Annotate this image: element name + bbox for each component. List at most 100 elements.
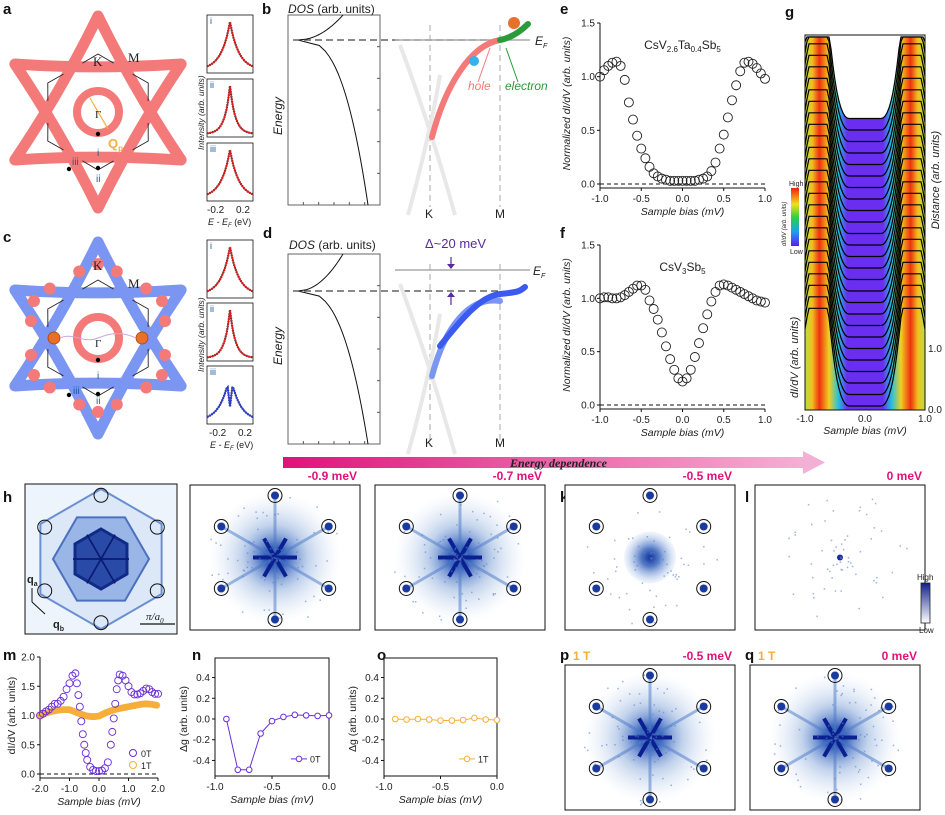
fft-noise-speck: [646, 536, 649, 538]
fft-noise-speck: [477, 542, 480, 544]
x-tick-label: -0.5: [633, 194, 651, 205]
title-subscript: 5: [701, 267, 706, 276]
chart-e: -1.0 -0.5 0.0 0.5 1.0 0.0 0.5 1.0 1.5 Sample bias…: [561, 19, 772, 219]
bragg-peak-circle: [696, 699, 712, 714]
fft-panel-p: -0.5 meV 1 T: [564, 649, 736, 811]
inset-xlabel: E - EF (eV): [210, 440, 253, 452]
fft-noise-speck: [418, 576, 420, 578]
fft-noise-speck: [446, 551, 449, 553]
fft-noise-speck: [834, 722, 836, 725]
fft-noise-speck: [242, 575, 244, 578]
waterfall-trace: [804, 284, 926, 384]
y-axis-label: Δg (arb. units): [178, 686, 190, 752]
fft-noise-speck: [836, 690, 838, 692]
bragg-peak: [777, 702, 786, 711]
qb-arrow-icon: [31, 601, 46, 615]
panel-d-labels: DOS (arb. units) Energy EF K M Δ~20 meV: [271, 236, 546, 450]
fft-noise-speck: [878, 709, 880, 712]
inset-fit-curve: [206, 309, 254, 359]
inset-xtick: 0.2: [236, 205, 250, 216]
fft-noise-speck: [465, 607, 467, 610]
fft-noise-speck: [658, 710, 661, 712]
x-axis-label: Sample bias (mV): [641, 427, 724, 439]
fft-noise-speck: [628, 608, 631, 611]
fft-noise-speck: [618, 755, 620, 758]
fermi-surface-band: [9, 284, 187, 440]
fft-noise-speck: [283, 576, 285, 579]
fft-noise-speck: [649, 589, 651, 592]
hole-arrow: [477, 47, 491, 83]
fft-noise-speck: [451, 551, 454, 554]
y-tick-label: 1.0: [581, 72, 595, 83]
bragg-peak: [402, 584, 411, 593]
data-point-0T: [151, 689, 160, 698]
data-point-0T: [154, 689, 162, 698]
fft-noise-speck: [866, 733, 868, 736]
fft-noise-speck: [429, 557, 432, 559]
fft-noise-speck: [442, 539, 445, 541]
fft-noise-speck: [647, 747, 649, 750]
brillouin-zone-line: [47, 73, 64, 102]
waterfall-trace: [804, 215, 926, 315]
fft-noise-speck: [834, 730, 836, 732]
EF-label: EF: [535, 34, 548, 50]
fft-noise-speck: [664, 739, 666, 742]
dos-frame: [287, 253, 381, 445]
fft-noise-speck: [279, 617, 281, 619]
fft-noise-speck: [276, 560, 279, 563]
fft-noise-speck: [652, 747, 654, 749]
fft-noise-speck: [846, 750, 848, 753]
gap-node-dot: [25, 349, 38, 362]
fft-noise-speck: [835, 788, 838, 791]
data-point-0T: [92, 767, 101, 776]
fft-noise-speck: [836, 735, 838, 738]
fft-noise-speck: [662, 777, 664, 780]
data-point: [661, 341, 671, 352]
fft-noise-speck: [875, 744, 878, 747]
bragg-peak-circle: [827, 792, 843, 807]
x-axis-label: Sample bias (mV): [230, 794, 313, 806]
fft-noise-speck: [680, 557, 683, 560]
fft-noise-speck: [830, 539, 833, 542]
fft-noise-speck: [285, 559, 287, 561]
data-point-0T: [77, 717, 86, 726]
waterfall-trace: [804, 77, 926, 177]
label-point-ii: ii: [96, 174, 100, 185]
inset-xtick: -0.2: [207, 205, 225, 216]
fft-noise-speck: [643, 552, 646, 554]
fft-noise-speck: [614, 744, 616, 746]
fft-star-ray: [637, 736, 652, 758]
fft-noise-speck: [270, 553, 273, 555]
fft-noise-speck: [584, 746, 586, 749]
fft-noise-speck: [823, 588, 826, 590]
electron-band: [497, 21, 531, 43]
energy-label: -0.5 meV: [683, 649, 732, 663]
x-axis-label: Sample bias (mV): [641, 206, 724, 218]
data-point: [706, 166, 717, 177]
fft-noise-speck: [842, 685, 845, 687]
fft-noise-speck: [823, 725, 826, 728]
data-point: [392, 715, 399, 723]
y-axis-label: Normalized dI/dV (arb. units): [561, 258, 573, 392]
fft-noise-speck: [625, 592, 628, 595]
cooper-pair-wave-icon: [59, 333, 137, 341]
fft-noise-speck: [268, 561, 271, 564]
bragg-peak: [402, 522, 411, 531]
data-point: [640, 284, 651, 295]
fft-noise-speck: [282, 613, 284, 616]
bragg-peak: [699, 764, 708, 773]
fft-noise-speck: [251, 542, 253, 545]
fft-noise-speck: [650, 551, 653, 554]
fft-noise-speck: [788, 537, 790, 539]
data-point-0T: [44, 705, 53, 714]
fft-noise-speck: [858, 510, 861, 512]
fft-noise-speck: [848, 744, 851, 746]
fft-noise-speck: [819, 741, 822, 743]
data-point-0T: [106, 740, 115, 749]
fft-noise-speck: [821, 549, 823, 552]
fft-noise-speck: [839, 561, 842, 563]
qpi-star-ray: [86, 534, 116, 584]
fft-noise-speck: [824, 520, 826, 522]
fft-noise-speck: [659, 801, 661, 803]
